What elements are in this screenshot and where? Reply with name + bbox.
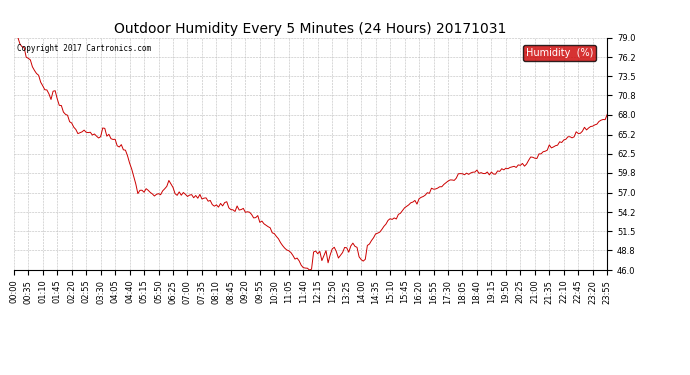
Title: Outdoor Humidity Every 5 Minutes (24 Hours) 20171031: Outdoor Humidity Every 5 Minutes (24 Hou… — [115, 22, 506, 36]
Text: Copyright 2017 Cartronics.com: Copyright 2017 Cartronics.com — [17, 45, 151, 54]
Legend: Humidity  (%): Humidity (%) — [523, 45, 596, 60]
